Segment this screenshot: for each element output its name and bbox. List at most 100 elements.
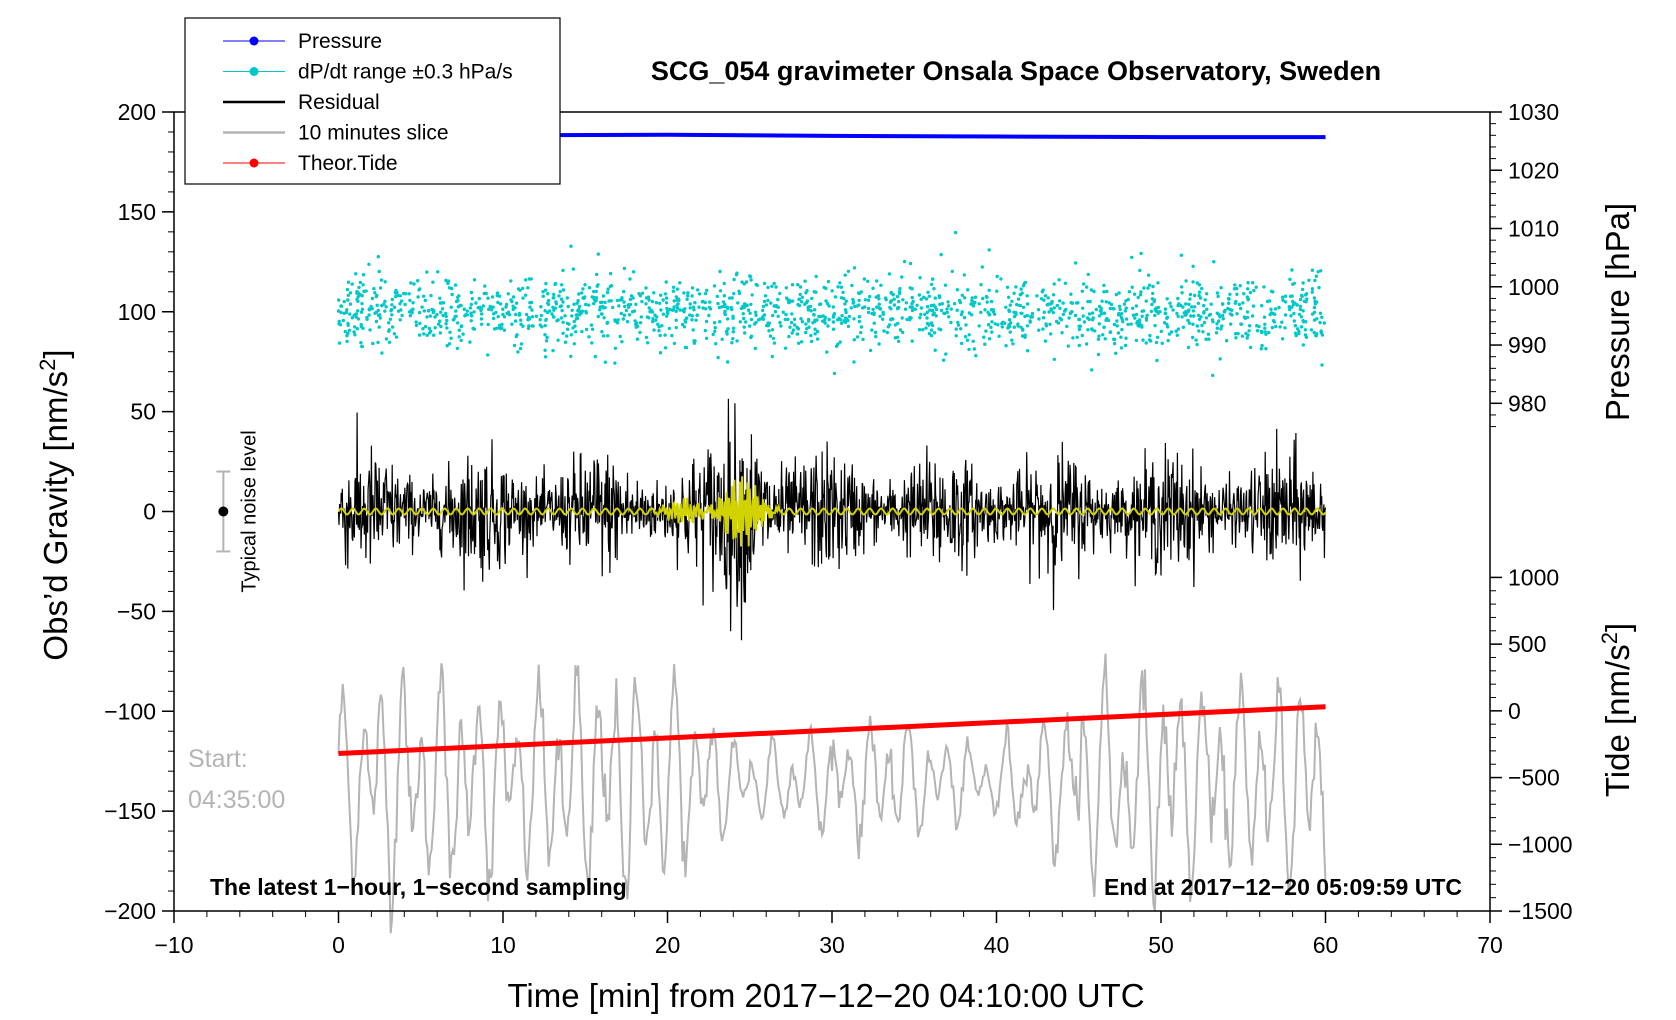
y-left-tick-label: −200	[104, 898, 156, 924]
dpdt-point	[959, 341, 964, 346]
dpdt-point	[640, 291, 645, 295]
dpdt-point	[469, 290, 474, 295]
x-tick-label: 40	[984, 932, 1010, 958]
dpdt-point	[339, 304, 343, 308]
dpdt-point	[1283, 300, 1288, 304]
dpdt-point	[901, 330, 905, 335]
dpdt-point	[348, 302, 353, 306]
dpdt-point	[445, 318, 449, 323]
dpdt-point	[519, 318, 523, 322]
dpdt-point	[509, 298, 513, 302]
dpdt-point	[1166, 338, 1170, 343]
dpdt-point	[730, 307, 734, 312]
dpdt-point	[435, 312, 439, 317]
dpdt-point	[590, 341, 594, 345]
dpdt-point	[438, 331, 442, 335]
dpdt-point	[1104, 318, 1108, 322]
dpdt-point	[806, 305, 811, 309]
dpdt-point	[513, 319, 518, 323]
dpdt-point	[516, 350, 520, 354]
dpdt-point	[688, 302, 692, 306]
dpdt-point	[863, 298, 868, 302]
legend-marker	[249, 67, 259, 76]
dpdt-point	[769, 301, 773, 305]
dpdt-point	[861, 337, 865, 342]
dpdt-point	[804, 322, 808, 326]
dpdt-point	[857, 315, 862, 319]
dpdt-point	[717, 305, 722, 310]
dpdt-point	[1139, 290, 1143, 294]
dpdt-point	[433, 326, 437, 330]
dpdt-point	[581, 287, 585, 291]
dpdt-point	[1044, 322, 1048, 326]
dpdt-point	[660, 324, 664, 328]
dpdt-point	[910, 308, 915, 313]
dpdt-point	[1196, 313, 1201, 318]
dpdt-point	[600, 300, 604, 304]
dpdt-point	[471, 326, 475, 331]
dpdt-point	[1248, 324, 1252, 328]
dpdt-point	[690, 314, 694, 318]
dpdt-point	[1197, 293, 1201, 298]
dpdt-point	[409, 281, 413, 285]
dpdt-point	[1226, 296, 1231, 301]
dpdt-point	[404, 292, 408, 296]
dpdt-point	[1019, 293, 1023, 297]
series-filtered-residual	[337, 476, 1327, 547]
dpdt-point	[345, 287, 350, 292]
dpdt-point	[375, 303, 379, 307]
dpdt-point	[1262, 285, 1266, 289]
dpdt-point	[779, 324, 783, 328]
dpdt-point	[594, 296, 599, 300]
dpdt-point	[908, 261, 913, 266]
dpdt-point	[763, 294, 768, 298]
dpdt-point	[1302, 299, 1307, 303]
dpdt-point	[871, 307, 875, 312]
dpdt-point	[857, 298, 861, 303]
dpdt-point	[561, 320, 565, 324]
dpdt-point	[1103, 337, 1107, 341]
dpdt-point	[683, 318, 687, 323]
dpdt-point	[1119, 346, 1124, 350]
dpdt-point	[347, 328, 351, 333]
dpdt-point	[915, 303, 919, 307]
dpdt-point	[726, 327, 730, 331]
dpdt-point	[527, 324, 531, 328]
dpdt-point	[784, 312, 788, 317]
dpdt-point	[370, 306, 374, 311]
dpdt-point	[955, 288, 959, 292]
dpdt-point	[739, 306, 744, 311]
dpdt-point	[1004, 305, 1008, 309]
dpdt-point	[720, 337, 724, 341]
dpdt-point	[730, 296, 734, 300]
dpdt-point	[1120, 312, 1124, 316]
dpdt-point	[1303, 333, 1308, 337]
dpdt-point	[1259, 347, 1264, 351]
dpdt-point	[544, 339, 549, 343]
dpdt-point	[952, 302, 957, 306]
dpdt-point	[843, 308, 848, 312]
dpdt-point	[715, 294, 719, 299]
dpdt-point	[546, 292, 550, 296]
dpdt-point	[469, 311, 473, 315]
dpdt-point	[1260, 343, 1264, 348]
dpdt-point	[510, 322, 514, 326]
dpdt-point	[1180, 291, 1184, 295]
dpdt-point	[454, 309, 458, 313]
dpdt-point	[547, 309, 552, 313]
dpdt-point	[690, 286, 695, 290]
dpdt-point	[1212, 260, 1216, 264]
dpdt-point	[1248, 290, 1253, 295]
dpdt-point	[919, 306, 924, 310]
dpdt-point	[356, 295, 360, 299]
dpdt-point	[1091, 316, 1095, 320]
dpdt-point	[1146, 273, 1151, 277]
dpdt-point	[718, 269, 722, 274]
dpdt-point	[944, 352, 948, 356]
dpdt-point	[664, 301, 669, 305]
dpdt-point	[1219, 286, 1223, 290]
dpdt-point	[551, 315, 556, 319]
dpdt-point	[1312, 296, 1317, 300]
x-tick-label: −10	[154, 932, 193, 958]
dpdt-point	[544, 317, 548, 322]
